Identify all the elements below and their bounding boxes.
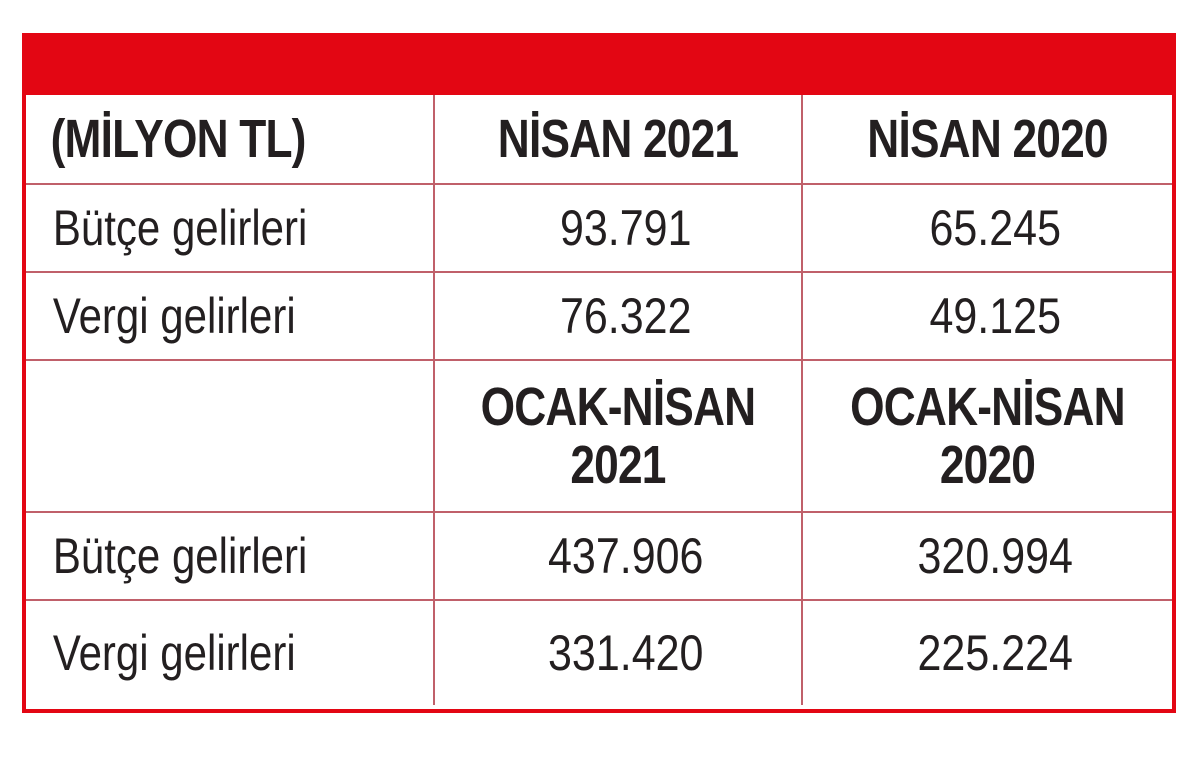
section2-header-row: OCAK-NİSAN 2021 OCAK-NİSAN 2020	[26, 360, 1172, 513]
row-label: Bütçe gelirleri	[52, 200, 308, 256]
header-nisan-2020: NİSAN 2020	[867, 109, 1108, 169]
row-label-cell: Vergi gelirleri	[26, 600, 435, 705]
unit-header: (MİLYON TL)	[50, 109, 307, 169]
value-2020: 49.125	[929, 288, 1062, 344]
value-2020: 65.245	[929, 200, 1062, 256]
empty-header-cell	[26, 360, 435, 513]
table-frame: (MİLYON TL) NİSAN 2021 NİSAN 2020 Bütçe …	[22, 33, 1176, 713]
row-label-cell: Bütçe gelirleri	[26, 184, 435, 273]
table-row: Vergi gelirleri 331.420 225.224	[26, 600, 1172, 705]
value-cell: 437.906	[434, 512, 803, 601]
table-header-row: (MİLYON TL) NİSAN 2021 NİSAN 2020	[26, 95, 1172, 185]
value-cell: 331.420	[434, 600, 803, 705]
header-cell-ocak-nisan-2021: OCAK-NİSAN 2021	[434, 360, 803, 513]
header-line: 2020	[939, 435, 1036, 495]
header-cell-nisan-2020: NİSAN 2020	[802, 95, 1172, 185]
header-nisan-2021: NİSAN 2021	[497, 109, 739, 169]
value-cell: 65.245	[802, 184, 1172, 273]
value-2021: 93.791	[559, 200, 692, 256]
value-cell: 76.322	[434, 272, 803, 361]
row-label: Vergi gelirleri	[52, 625, 296, 681]
header-cell-ocak-nisan-2020: OCAK-NİSAN 2020	[802, 360, 1172, 513]
row-label: Bütçe gelirleri	[52, 528, 308, 584]
header-cell-nisan-2021: NİSAN 2021	[434, 95, 803, 185]
revenue-table: (MİLYON TL) NİSAN 2021 NİSAN 2020 Bütçe …	[26, 95, 1172, 705]
value-2021: 331.420	[548, 625, 704, 681]
header-ocak-nisan-2020: OCAK-NİSAN 2020	[836, 378, 1139, 494]
header-line: OCAK-NİSAN	[480, 377, 757, 437]
value-cell: 320.994	[802, 512, 1172, 601]
value-cell: 93.791	[434, 184, 803, 273]
table-row: Bütçe gelirleri 93.791 65.245	[26, 184, 1172, 273]
header-line: OCAK-NİSAN	[850, 377, 1126, 437]
table-row: Vergi gelirleri 76.322 49.125	[26, 272, 1172, 361]
unit-header-cell: (MİLYON TL)	[26, 95, 435, 185]
value-2020: 225.224	[917, 625, 1073, 681]
row-label-cell: Bütçe gelirleri	[26, 512, 435, 601]
header-line: 2021	[570, 435, 666, 495]
row-label: Vergi gelirleri	[52, 288, 296, 344]
value-cell: 49.125	[802, 272, 1172, 361]
value-2021: 437.906	[548, 528, 704, 584]
table-row: Bütçe gelirleri 437.906 320.994	[26, 512, 1172, 601]
row-label-cell: Vergi gelirleri	[26, 272, 435, 361]
value-2020: 320.994	[917, 528, 1073, 584]
header-ocak-nisan-2021: OCAK-NİSAN 2021	[468, 378, 768, 494]
value-2021: 76.322	[559, 288, 692, 344]
header-red-bar	[26, 33, 1172, 95]
value-cell: 225.224	[802, 600, 1172, 705]
